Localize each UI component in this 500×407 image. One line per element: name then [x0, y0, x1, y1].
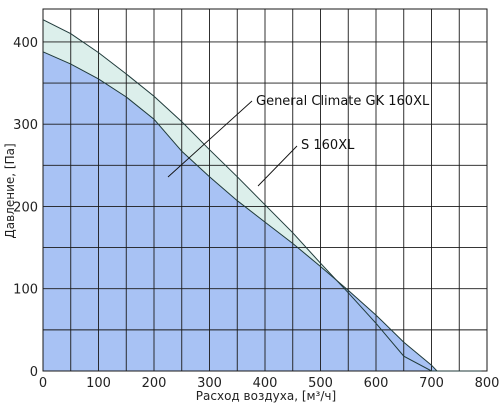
x-tick-label: 600 — [364, 376, 389, 391]
series-area-s-160xl — [43, 51, 438, 372]
tick-layer: 0 100 200 300 400 500 600 700 800 0 100 200 300 400 — [13, 36, 499, 391]
x-tick-label: 800 — [475, 376, 500, 391]
y-tick-label: 400 — [13, 36, 38, 51]
y-tick-label: 300 — [13, 118, 38, 133]
x-tick-label: 700 — [419, 376, 444, 391]
series-line-general-climate-gk-160xl — [42, 19, 482, 372]
area-layer — [43, 19, 482, 372]
y-axis-title: Давление, [Па] — [3, 143, 17, 238]
y-tick-label: 100 — [13, 283, 38, 298]
grid-layer — [42, 8, 488, 372]
x-tick-label: 300 — [197, 376, 222, 391]
x-tick-label: 100 — [86, 376, 111, 391]
x-axis-title: Расход воздуха, [м³/ч] — [196, 389, 336, 403]
series-line-s-160xl — [42, 51, 438, 372]
curve-layer — [42, 19, 482, 372]
x-tick-label: 0 — [39, 376, 47, 391]
annotation-general-climate-gk-160xl: General Climate GK 160XL — [256, 94, 430, 109]
x-tick-label: 500 — [308, 376, 333, 391]
plot-border — [42, 8, 488, 372]
x-tick-label: 200 — [142, 376, 167, 391]
annotation-leader-s-160xl — [257, 145, 298, 187]
x-tick-label: 400 — [253, 376, 278, 391]
annotation-layer: General Climate GK 160XL S 160XL — [167, 94, 430, 187]
annotation-leader-general-climate-gk-160xl — [167, 100, 253, 178]
y-tick-label: 0 — [30, 365, 38, 380]
y-tick-label: 200 — [13, 200, 38, 215]
annotation-s-160xl: S 160XL — [301, 138, 355, 153]
